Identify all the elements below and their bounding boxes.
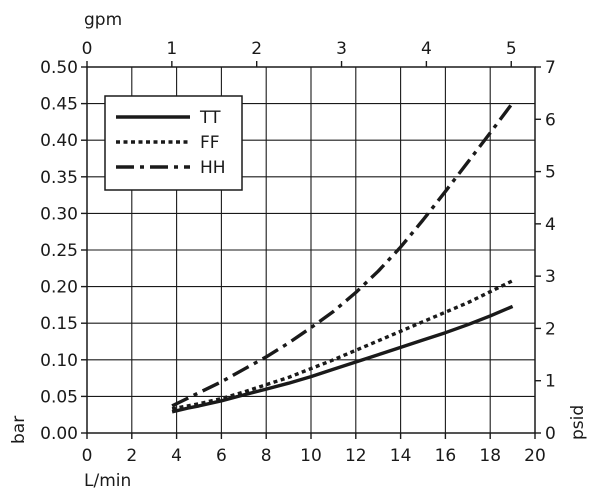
x2-tick-label: 0 bbox=[82, 39, 93, 59]
x-tick-label: 12 bbox=[345, 446, 367, 466]
series-line-ff bbox=[171, 279, 514, 411]
y-tick-label: 0.35 bbox=[40, 168, 78, 188]
y-tick-label: 0.30 bbox=[40, 204, 78, 224]
x-tick-label: 0 bbox=[82, 446, 93, 466]
y2-tick-label: 7 bbox=[545, 58, 556, 78]
x2-tick-label: 2 bbox=[251, 39, 262, 59]
legend: TT FF HH bbox=[104, 95, 243, 191]
x2-tick-label: 1 bbox=[166, 39, 177, 59]
y-axis-right-ticks: 0 1 2 3 4 5 6 7 bbox=[545, 58, 556, 444]
tick-marks bbox=[81, 61, 541, 439]
series-line-tt bbox=[171, 304, 514, 414]
x-tick-label: 20 bbox=[524, 446, 546, 466]
y-tick-label: 0.00 bbox=[40, 424, 78, 444]
y-axis-left-title: bar bbox=[9, 416, 29, 444]
x-axis-bottom-ticks: 0 2 4 6 8 10 12 14 16 18 20 bbox=[82, 446, 546, 466]
x2-tick-label: 5 bbox=[506, 39, 517, 59]
y-tick-label: 0.25 bbox=[40, 241, 78, 261]
legend-box bbox=[104, 95, 243, 191]
y2-tick-label: 6 bbox=[545, 110, 556, 130]
series-lines bbox=[171, 101, 514, 414]
legend-label-hh: HH bbox=[200, 158, 226, 178]
x2-tick-label: 4 bbox=[421, 39, 432, 59]
y-tick-label: 0.50 bbox=[40, 58, 78, 78]
y-axis-right-title: psid bbox=[568, 405, 588, 440]
y2-tick-label: 2 bbox=[545, 319, 556, 339]
legend-label-ff: FF bbox=[200, 133, 220, 153]
y2-tick-label: 3 bbox=[545, 267, 556, 287]
x-tick-label: 4 bbox=[171, 446, 182, 466]
x-tick-label: 10 bbox=[300, 446, 322, 466]
y2-tick-label: 1 bbox=[545, 372, 556, 392]
y2-tick-label: 5 bbox=[545, 163, 556, 183]
x2-tick-label: 3 bbox=[336, 39, 347, 59]
y-tick-label: 0.10 bbox=[40, 351, 78, 371]
y-tick-label: 0.15 bbox=[40, 314, 78, 334]
y2-tick-label: 0 bbox=[545, 424, 556, 444]
x-tick-label: 2 bbox=[126, 446, 137, 466]
y-tick-label: 0.05 bbox=[40, 387, 78, 407]
y-tick-label: 0.20 bbox=[40, 278, 78, 298]
x-tick-label: 6 bbox=[216, 446, 227, 466]
legend-label-tt: TT bbox=[199, 108, 221, 128]
y2-tick-label: 4 bbox=[545, 215, 556, 235]
x-axis-top-title: gpm bbox=[84, 10, 122, 30]
y-axis-left-ticks: 0.00 0.05 0.10 0.15 0.20 0.25 0.30 0.35 0.40 0.45… bbox=[40, 58, 78, 444]
x-tick-label: 14 bbox=[390, 446, 412, 466]
x-tick-label: 18 bbox=[479, 446, 501, 466]
y-tick-label: 0.45 bbox=[40, 95, 78, 115]
x-axis-bottom-title: L/min bbox=[84, 471, 131, 491]
grid bbox=[87, 67, 535, 433]
x-tick-label: 16 bbox=[435, 446, 457, 466]
y-tick-label: 0.40 bbox=[40, 131, 78, 151]
x-tick-label: 8 bbox=[261, 446, 272, 466]
x-axis-top-ticks: 0 1 2 3 4 5 bbox=[82, 39, 517, 59]
